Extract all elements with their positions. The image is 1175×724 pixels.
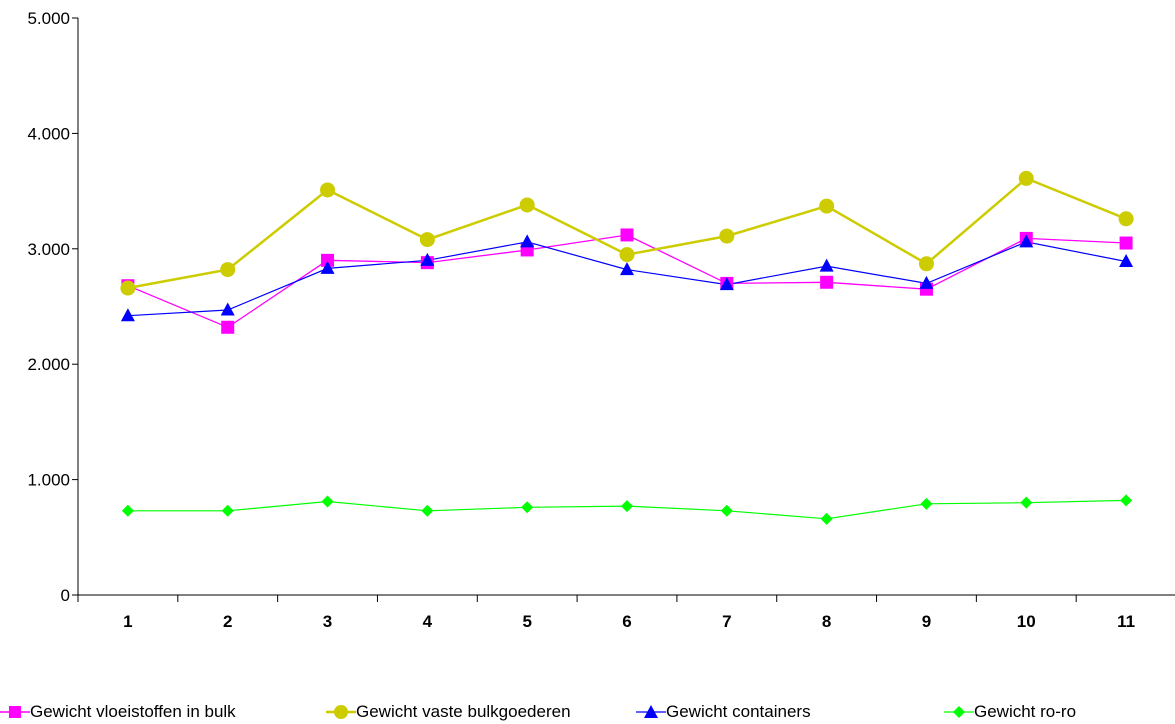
legend-label: Gewicht vaste bulkgoederen [356,702,571,721]
data-point [620,262,634,276]
x-tick-label: 8 [822,612,831,631]
legend-item-ro-ro: Gewicht ro-ro [944,700,1076,724]
data-point [918,256,934,272]
data-point [620,228,634,242]
data-point [421,504,434,517]
data-point [1019,234,1034,248]
legend-key-diamond [944,706,974,718]
data-point [121,504,134,517]
data-point [220,262,236,278]
chart-axes [72,17,1175,602]
data-point [221,320,235,334]
data-point [321,253,335,267]
legend: Gewicht vloeistoffen in bulk Gewicht vas… [0,700,1175,724]
data-point [920,497,933,510]
legend-item-vaste-bulk: Gewicht vaste bulkgoederen [326,700,571,724]
data-point [1018,170,1034,186]
legend-label: Gewicht containers [666,702,811,721]
data-point [819,198,835,214]
x-tick-label: 3 [323,612,332,631]
x-tick-label: 10 [1017,612,1036,631]
data-point [1119,236,1133,250]
y-tick-label: 4.000 [27,124,70,143]
legend-item-vloeistoffen: Gewicht vloeistoffen in bulk [0,700,236,724]
data-point [819,258,834,272]
data-point [120,308,135,322]
data-point [419,232,435,248]
x-tick-label: 11 [1117,612,1135,631]
x-tick-label: 6 [622,612,631,631]
legend-key-square [0,706,30,718]
y-tick-labels: 0 1.000 2.000 3.000 4.000 5.000 [27,9,70,605]
data-point [320,260,335,274]
y-tick-label: 1.000 [27,471,70,490]
data-point [820,275,834,289]
legend-item-containers: Gewicht containers [636,700,811,724]
legend-key-circle [326,705,356,719]
data-point [919,275,934,289]
data-point [1119,253,1134,267]
x-tick-label: 2 [223,612,232,631]
data-point [1120,494,1133,507]
data-point [519,197,535,213]
legend-label: Gewicht ro-ro [974,702,1077,721]
y-tick-label: 3.000 [27,240,70,259]
data-point [320,182,336,198]
x-tick-labels: 1 2 3 4 5 6 7 8 9 10 11 [123,612,1135,631]
data-point [719,277,734,291]
line-chart: 0 1.000 2.000 3.000 4.000 5.000 1 2 3 4 5 6 7 8 9 10 11 [27,9,1175,631]
data-point [520,234,535,248]
data-point [820,512,833,525]
series-markers [120,170,1134,525]
data-point [1020,496,1033,509]
data-point [621,500,633,513]
data-point [719,228,735,244]
x-tick-label: 1 [123,612,132,631]
y-tick-label: 0 [61,586,70,605]
data-point [120,280,136,296]
data-point [220,302,235,316]
data-point [221,504,234,517]
y-tick-label: 2.000 [27,355,70,374]
data-point [720,504,733,517]
x-tick-label: 4 [423,612,433,631]
y-tick-label: 5.000 [27,9,70,28]
x-tick-label: 5 [522,612,531,631]
data-point [420,252,435,266]
legend-key-triangle [636,705,666,718]
data-point [1118,211,1134,227]
x-tick-label: 9 [922,612,931,631]
data-point [619,247,635,263]
legend-label: Gewicht vloeistoffen in bulk [30,702,236,721]
data-point [521,501,534,514]
data-point [321,495,334,508]
x-tick-label: 7 [722,612,731,631]
